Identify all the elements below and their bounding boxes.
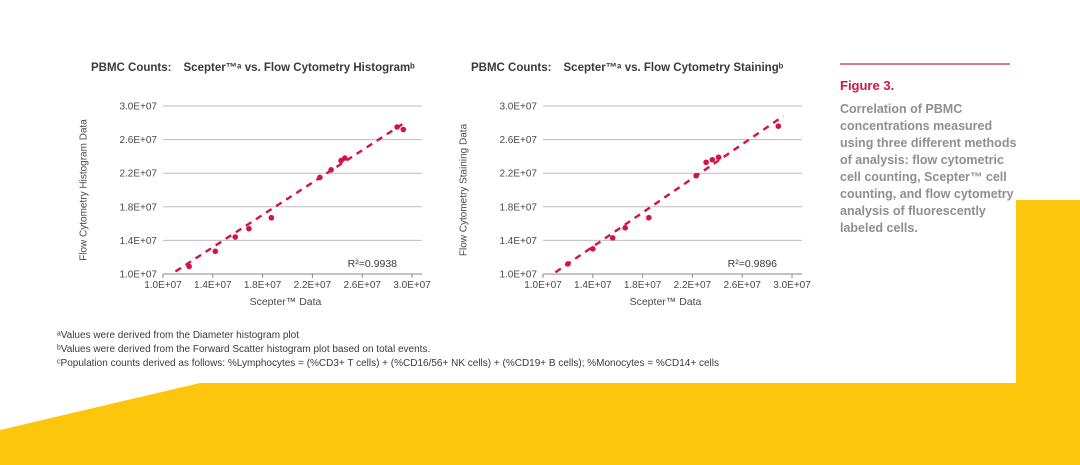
footnote-b: ᵇValues were derived from the Forward Sc… xyxy=(57,344,431,355)
svg-text:3.0E+07: 3.0E+07 xyxy=(773,280,811,291)
chart-title: PBMC Counts: Scepter™ᵃ vs. Flow Cytometry… xyxy=(471,62,783,74)
svg-text:R²=0.9896: R²=0.9896 xyxy=(728,258,777,270)
svg-text:1.4E+07: 1.4E+07 xyxy=(574,280,612,291)
svg-text:1.4E+07: 1.4E+07 xyxy=(119,236,157,247)
svg-text:1.8E+07: 1.8E+07 xyxy=(499,202,537,213)
figure-caption-panel: Figure 3. Correlation of PBMC concentrat… xyxy=(840,63,1018,237)
scatter-plot-staining: 1.0E+07 1.4E+07 1.8E+07 2.2E+07 2.6E+07 3.0E+… xyxy=(499,102,811,309)
chart-title-main: Scepter™ᵃ vs. Flow Cytometry Histogramᵇ xyxy=(183,62,415,74)
y-axis-label: Flow Cytometry Staining Data xyxy=(458,123,470,257)
svg-text:1.8E+07: 1.8E+07 xyxy=(244,280,282,291)
svg-text:2.6E+07: 2.6E+07 xyxy=(723,280,761,291)
chart-title: PBMC Counts: Scepter™ᵃ vs. Flow Cytometry… xyxy=(91,62,415,74)
svg-text:1.0E+07: 1.0E+07 xyxy=(144,280,182,291)
svg-text:1.0E+07: 1.0E+07 xyxy=(499,270,537,281)
figure-caption-text: Correlation of PBMC concentrations measu… xyxy=(840,102,1017,235)
svg-text:2.6E+07: 2.6E+07 xyxy=(343,280,381,291)
svg-text:2.6E+07: 2.6E+07 xyxy=(119,135,157,146)
footnotes: ᵃValues were derived from the Diameter h… xyxy=(57,329,719,371)
svg-text:3.0E+07: 3.0E+07 xyxy=(499,102,537,113)
svg-text:R²=0.9938: R²=0.9938 xyxy=(348,258,397,270)
chart-title-main: Scepter™ᵃ vs. Flow Cytometry Stainingᵇ xyxy=(563,62,784,74)
footnote-c: ᶜPopulation counts derived as follows: %… xyxy=(57,358,719,369)
scatter-plot-histogram: 1.0E+07 1.4E+07 1.8E+07 2.2E+07 2.6E+07 3.0E+… xyxy=(119,102,431,309)
svg-text:Scepter™ Data: Scepter™ Data xyxy=(630,296,702,308)
svg-text:2.2E+07: 2.2E+07 xyxy=(499,169,537,180)
svg-text:1.8E+07: 1.8E+07 xyxy=(624,280,662,291)
svg-text:1.4E+07: 1.4E+07 xyxy=(194,280,232,291)
svg-text:3.0E+07: 3.0E+07 xyxy=(393,280,431,291)
figure-number: Figure 3. xyxy=(840,78,895,93)
svg-text:2.2E+07: 2.2E+07 xyxy=(674,280,712,291)
svg-text:1.0E+07: 1.0E+07 xyxy=(119,270,157,281)
caption-divider xyxy=(840,63,1010,65)
chart-scepter-vs-flow-histogram: PBMC Counts: Scepter™ᵃ vs. Flow Cytometry… xyxy=(60,60,455,325)
svg-text:Scepter™ Data: Scepter™ Data xyxy=(250,296,322,308)
svg-text:2.6E+07: 2.6E+07 xyxy=(499,135,537,146)
chart-scepter-vs-flow-staining: PBMC Counts: Scepter™ᵃ vs. Flow Cytometry… xyxy=(440,60,835,325)
chart-title-prefix: PBMC Counts: xyxy=(91,62,172,74)
svg-text:1.4E+07: 1.4E+07 xyxy=(499,236,537,247)
y-axis-label: Flow Cytometry Histogram Data xyxy=(78,119,90,261)
svg-text:2.2E+07: 2.2E+07 xyxy=(294,280,332,291)
footnote-a: ᵃValues were derived from the Diameter h… xyxy=(57,330,299,341)
svg-text:3.0E+07: 3.0E+07 xyxy=(119,102,157,113)
svg-text:1.0E+07: 1.0E+07 xyxy=(524,280,562,291)
svg-text:2.2E+07: 2.2E+07 xyxy=(119,169,157,180)
svg-text:1.8E+07: 1.8E+07 xyxy=(119,202,157,213)
chart-title-prefix: PBMC Counts: xyxy=(471,62,552,74)
